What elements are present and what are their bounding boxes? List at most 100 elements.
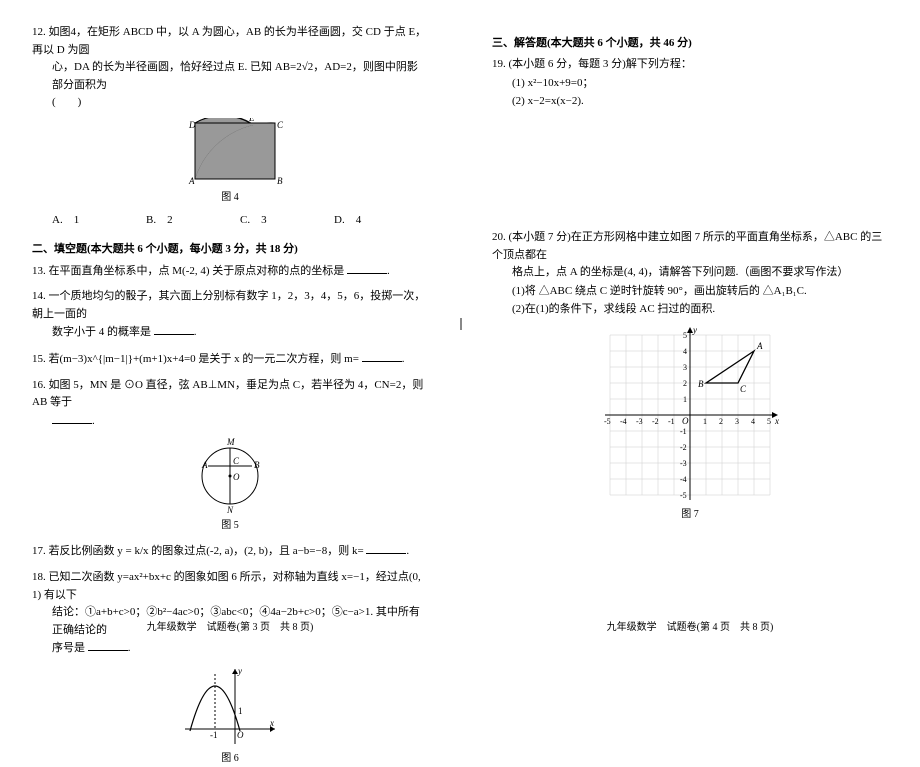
q20-sub1: (1)将 △ABC 绕点 C 逆时针旋转 90°，画出旋转后的 △A₁B₁C.: [492, 282, 888, 301]
svg-text:2: 2: [683, 379, 687, 388]
q20-line2: 格点上，点 A 的坐标是(4, 4)，请解答下列问题.（画图不要求写作法）: [492, 264, 888, 282]
question-17: 17. 若反比例函数 y = k/x 的图象过点(-2, a)，(2, b)，且…: [32, 542, 428, 561]
question-19: 19. (本小题 6 分，每题 3 分)解下列方程： (1) x²−10x+9=…: [492, 56, 888, 111]
question-18: 18. 已知二次函数 y=ax²+bx+c 的图象如图 6 所示，对称轴为直线 …: [32, 569, 428, 767]
q14-line2: 数字小于 4 的概率是: [52, 326, 151, 338]
figure-5: M N A B O C 图 5: [32, 436, 428, 534]
section-2-title: 二、填空题(本大题共 6 个小题，每小题 3 分，共 18 分): [32, 240, 428, 256]
q17-text: 若反比例函数 y = k/x 的图象过点(-2, a)，(2, b)，且 a−b…: [49, 545, 364, 557]
svg-text:-1: -1: [668, 417, 675, 426]
fig6-svg: O -1 x y 1: [180, 664, 280, 749]
page-right: 三、解答题(本大题共 6 个小题，共 46 分) 19. (本小题 6 分，每题…: [460, 0, 920, 647]
svg-text:B: B: [698, 379, 704, 389]
svg-text:-5: -5: [604, 417, 611, 426]
svg-text:3: 3: [735, 417, 739, 426]
svg-text:x: x: [269, 718, 274, 728]
svg-text:x: x: [774, 416, 779, 426]
svg-text:O: O: [237, 730, 244, 740]
choice-b: B. 2: [146, 212, 240, 230]
svg-text:1: 1: [238, 706, 243, 716]
svg-text:-4: -4: [680, 475, 687, 484]
question-16: 16. 如图 5，MN 是 ⊙O 直径，弦 AB⊥MN，垂足为点 C，若半径为 …: [32, 377, 428, 535]
svg-text:-3: -3: [636, 417, 643, 426]
q12-line2: 心，DA 的长为半径画圆，恰好经过点 E. 已知 AB=2√2，AD=2，则图中…: [32, 59, 428, 94]
fig4-caption: 图 4: [32, 190, 428, 206]
fig6-caption: 图 6: [32, 751, 428, 767]
svg-text:y: y: [237, 666, 242, 676]
footer-right: 九年级数学 试题卷(第 4 页 共 8 页): [492, 618, 888, 633]
svg-text:2: 2: [719, 417, 723, 426]
question-20: 20. (本小题 7 分)在正方形网格中建立如图 7 所示的平面直角坐标系，△A…: [492, 229, 888, 523]
fig7-caption: 图 7: [492, 507, 888, 523]
svg-text:B: B: [277, 176, 283, 186]
page-left: 12. 如图4，在矩形 ABCD 中，以 A 为圆心，AB 的长为半径画圆，交 …: [0, 0, 460, 647]
fig5-svg: M N A B O C: [190, 436, 270, 516]
q13-text: 在平面直角坐标系中，点 M(-2, 4) 关于原点对称的点的坐标是: [49, 265, 345, 277]
fig4-svg: D E C A B: [175, 118, 285, 188]
q18-num: 18.: [32, 571, 46, 583]
blank-13: [347, 262, 387, 274]
figure-7: A B C O y x 123 45 -1-2-3 -4-5 123 45 -1…: [492, 325, 888, 523]
q14-line1: 一个质地均匀的骰子，其六面上分别标有数字 1，2，3，4，5，6，投掷一次，朝上…: [32, 290, 425, 320]
svg-text:1: 1: [683, 395, 687, 404]
choice-d: D. 4: [334, 212, 428, 230]
question-12: 12. 如图4，在矩形 ABCD 中，以 A 为圆心，AB 的长为半径画圆，交 …: [32, 24, 428, 230]
blank-18: [88, 639, 128, 651]
fig7-svg: A B C O y x 123 45 -1-2-3 -4-5 123 45 -1…: [600, 325, 780, 505]
svg-text:y: y: [692, 325, 697, 335]
choice-c: C. 3: [240, 212, 334, 230]
q17-num: 17.: [32, 545, 46, 557]
svg-text:N: N: [226, 505, 234, 515]
svg-text:-2: -2: [652, 417, 659, 426]
svg-text:M: M: [226, 437, 235, 447]
svg-text:-3: -3: [680, 459, 687, 468]
q19-sub2: (2) x−2=x(x−2).: [492, 92, 888, 111]
svg-text:-5: -5: [680, 491, 687, 500]
svg-text:B: B: [254, 460, 260, 470]
svg-text:-1: -1: [210, 730, 218, 740]
svg-text:3: 3: [683, 363, 687, 372]
blank-15: [362, 350, 402, 362]
q16-line1: 如图 5，MN 是 ⊙O 直径，弦 AB⊥MN，垂足为点 C，若半径为 4，CN…: [32, 379, 423, 409]
footer-left: 九年级数学 试题卷(第 3 页 共 8 页): [32, 618, 428, 633]
q12-num: 12.: [32, 26, 46, 38]
svg-text:-2: -2: [680, 443, 687, 452]
q18-line1: 已知二次函数 y=ax²+bx+c 的图象如图 6 所示，对称轴为直线 x=−1…: [32, 571, 421, 601]
svg-text:-1: -1: [680, 427, 687, 436]
svg-text:C: C: [740, 384, 747, 394]
fig5-caption: 图 5: [32, 518, 428, 534]
svg-text:A: A: [201, 460, 208, 470]
svg-text:O: O: [233, 472, 240, 482]
q12-choices: A. 1 B. 2 C. 3 D. 4: [32, 212, 428, 230]
question-13: 13. 在平面直角坐标系中，点 M(-2, 4) 关于原点对称的点的坐标是 .: [32, 262, 428, 281]
question-14: 14. 一个质地均匀的骰子，其六面上分别标有数字 1，2，3，4，5，6，投掷一…: [32, 288, 428, 342]
svg-text:5: 5: [683, 331, 687, 340]
svg-text:E: E: [248, 118, 255, 123]
q12-line3: ( ): [32, 94, 428, 112]
svg-text:D: D: [188, 120, 196, 130]
svg-text:O: O: [682, 416, 689, 426]
spacer: [492, 119, 888, 229]
svg-text:5: 5: [767, 417, 771, 426]
q14-num: 14.: [32, 290, 46, 302]
svg-text:-4: -4: [620, 417, 627, 426]
q20-sub2: (2)在(1)的条件下，求线段 AC 扫过的面积.: [492, 300, 888, 319]
svg-text:C: C: [277, 120, 284, 130]
q19-num: 19.: [492, 58, 506, 70]
blank-17: [366, 542, 406, 554]
question-15: 15. 若(m−3)x^{|m−1|}+(m+1)x+4=0 是关于 x 的一元…: [32, 350, 428, 369]
q15-num: 15.: [32, 353, 46, 365]
svg-text:C: C: [233, 456, 240, 466]
q15-text: 若(m−3)x^{|m−1|}+(m+1)x+4=0 是关于 x 的一元二次方程…: [49, 353, 359, 365]
q18-line3: 序号是: [52, 642, 85, 654]
figure-4: D E C A B 图 4: [32, 118, 428, 206]
figure-6: O -1 x y 1 图 6: [32, 664, 428, 767]
q19-sub1: (1) x²−10x+9=0；: [492, 74, 888, 93]
q13-num: 13.: [32, 265, 46, 277]
q20-line1: (本小题 7 分)在正方形网格中建立如图 7 所示的平面直角坐标系，△ABC 的…: [492, 231, 882, 261]
section-3-title: 三、解答题(本大题共 6 个小题，共 46 分): [492, 34, 888, 50]
svg-text:4: 4: [751, 417, 755, 426]
blank-14: [154, 323, 194, 335]
choice-a: A. 1: [52, 212, 146, 230]
q12-line1: 如图4，在矩形 ABCD 中，以 A 为圆心，AB 的长为半径画圆，交 CD 于…: [32, 26, 426, 56]
